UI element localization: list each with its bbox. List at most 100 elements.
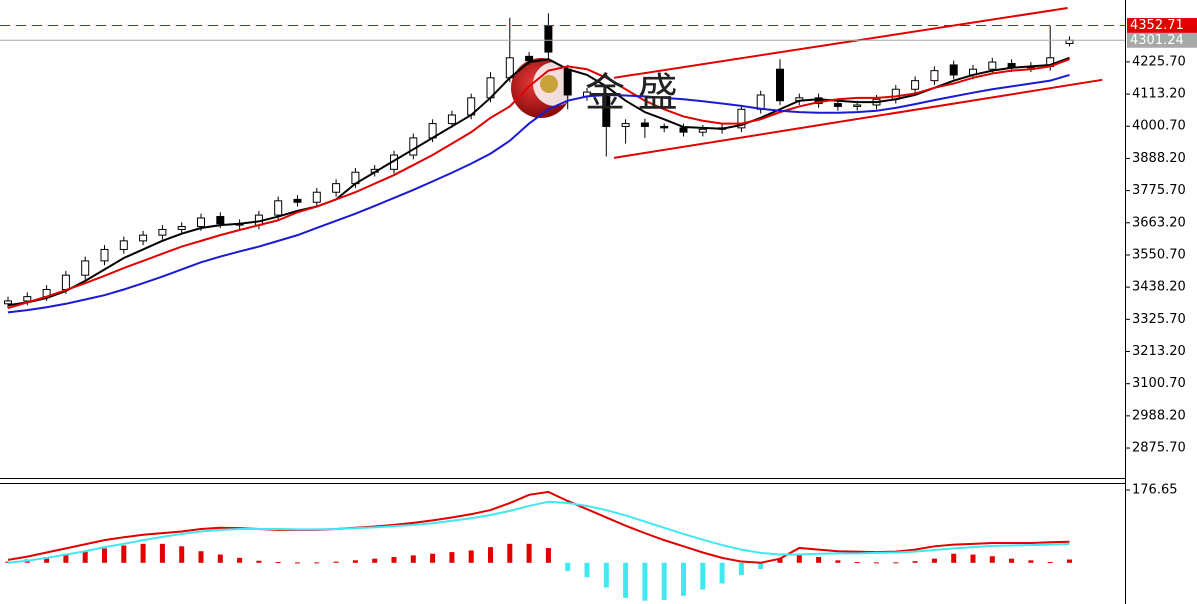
histogram-bar bbox=[874, 562, 879, 564]
histogram-bar bbox=[893, 562, 899, 564]
y-tick-label: 2875.70 bbox=[1132, 441, 1186, 456]
macd-line bbox=[7, 500, 1070, 564]
histogram-bar bbox=[1067, 559, 1072, 563]
histogram-bar bbox=[777, 558, 783, 563]
candle-body bbox=[332, 183, 341, 193]
candle-body bbox=[563, 68, 572, 96]
candle-body bbox=[197, 217, 205, 228]
histogram-bar bbox=[545, 547, 551, 563]
y-tick-label: 4113.20 bbox=[1132, 87, 1186, 102]
histogram-bar bbox=[391, 557, 397, 563]
histogram-bar bbox=[951, 553, 957, 563]
histogram-bar bbox=[82, 551, 88, 563]
candle-body bbox=[4, 300, 12, 305]
candle-body bbox=[100, 248, 109, 262]
trend-line bbox=[613, 78, 1103, 159]
y-tick-label: 3663.20 bbox=[1132, 215, 1186, 230]
histogram-bar bbox=[44, 557, 50, 563]
histogram-bar bbox=[758, 562, 764, 569]
histogram-bar bbox=[1028, 560, 1034, 563]
histogram-bar bbox=[931, 558, 937, 563]
candle-body bbox=[833, 103, 842, 107]
histogram-bar bbox=[449, 552, 455, 563]
candle-body bbox=[930, 70, 939, 82]
y-tick-label: 3325.70 bbox=[1132, 312, 1186, 327]
y-tick-label: 3888.20 bbox=[1132, 151, 1186, 166]
candle-body bbox=[911, 80, 920, 90]
histogram-bar bbox=[275, 561, 281, 563]
y-tick-label: 3100.70 bbox=[1132, 376, 1186, 391]
histogram-bar bbox=[314, 562, 320, 564]
histogram-bar bbox=[102, 548, 107, 563]
logo-dot bbox=[540, 75, 558, 93]
y-tick-label: 3775.70 bbox=[1132, 183, 1186, 198]
candle-body bbox=[776, 68, 784, 102]
y-tick-label: 3213.20 bbox=[1132, 344, 1186, 359]
histogram-bar bbox=[159, 543, 165, 563]
candle-body bbox=[409, 137, 418, 156]
candle-body bbox=[988, 61, 997, 70]
histogram-bar bbox=[816, 557, 822, 563]
price-label-box bbox=[1127, 18, 1197, 34]
histogram-bar bbox=[352, 560, 358, 563]
histogram-bar bbox=[256, 560, 262, 563]
candle-body bbox=[177, 226, 186, 230]
candle-body bbox=[525, 55, 534, 62]
candle-body bbox=[81, 260, 90, 276]
histogram-bar bbox=[488, 547, 493, 563]
histogram-bar bbox=[63, 554, 69, 563]
histogram-bar bbox=[217, 554, 223, 563]
candle-body bbox=[274, 200, 283, 216]
candle-body bbox=[853, 104, 862, 107]
candle-body bbox=[544, 25, 553, 53]
candle-body bbox=[949, 64, 958, 76]
histogram-bar bbox=[854, 561, 860, 563]
y-tick-label: 3550.70 bbox=[1132, 247, 1186, 262]
histogram-bar bbox=[410, 555, 416, 563]
histogram-bar bbox=[198, 551, 204, 563]
watermark: 金 盛 bbox=[585, 70, 678, 116]
histogram-bar bbox=[603, 562, 609, 588]
histogram-bar bbox=[237, 557, 243, 563]
histogram-bar bbox=[661, 562, 667, 600]
candle-body bbox=[158, 228, 167, 236]
histogram-bar bbox=[372, 558, 378, 563]
y-tick-label: 3438.20 bbox=[1132, 280, 1186, 295]
histogram-bar bbox=[333, 561, 339, 563]
candle-body bbox=[293, 198, 302, 203]
histogram-bar bbox=[1047, 561, 1053, 563]
histogram-bar bbox=[507, 543, 513, 563]
moving-average bbox=[7, 56, 1070, 307]
histogram-bar bbox=[642, 562, 648, 601]
candle-body bbox=[660, 125, 669, 129]
histogram-bar bbox=[1009, 558, 1015, 563]
histogram-bar bbox=[989, 556, 995, 563]
histogram-bar bbox=[623, 562, 629, 598]
histogram-bar bbox=[719, 562, 725, 584]
candle-body bbox=[216, 216, 225, 225]
candle-body bbox=[640, 122, 649, 127]
candle-body bbox=[139, 234, 148, 242]
price-label-box bbox=[1127, 32, 1197, 48]
histogram-bar bbox=[970, 554, 976, 563]
candle-body bbox=[621, 123, 630, 127]
histogram-bar bbox=[796, 554, 802, 563]
candle-body bbox=[756, 94, 765, 110]
candle-body bbox=[312, 191, 321, 203]
candle-body bbox=[61, 274, 70, 290]
candle-body bbox=[23, 296, 32, 302]
candle-body bbox=[447, 114, 456, 125]
histogram-bar bbox=[681, 562, 686, 596]
price-label: 4352.71 bbox=[1130, 18, 1184, 33]
histogram-bar bbox=[526, 543, 532, 563]
histogram-bar bbox=[565, 562, 571, 572]
histogram-bar bbox=[584, 562, 590, 578]
y-tick-label: 2988.20 bbox=[1132, 408, 1186, 423]
histogram-bar bbox=[295, 562, 300, 564]
trend-line bbox=[613, 7, 1068, 79]
moving-average bbox=[7, 58, 1070, 310]
histogram-bar bbox=[430, 553, 436, 563]
price-label: 4301.24 bbox=[1130, 33, 1184, 48]
